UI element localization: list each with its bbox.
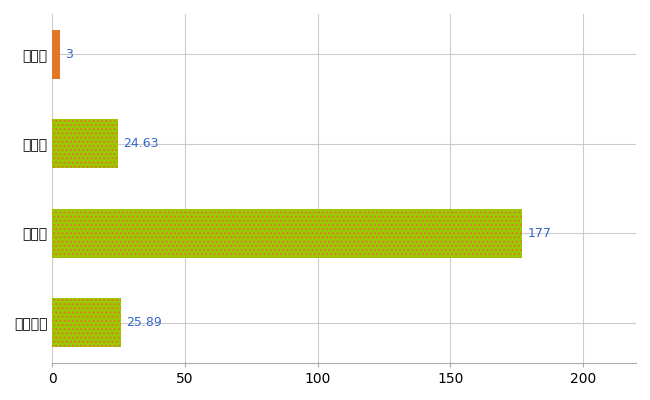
Text: 177: 177 (527, 227, 551, 240)
Bar (52, 119, 118, 168)
Bar (52, 298, 121, 347)
Text: 25.89: 25.89 (126, 316, 162, 329)
Text: 24.63: 24.63 (123, 137, 159, 150)
Bar (52, 30, 60, 79)
Bar (52, 209, 522, 258)
Bar (52, 119, 118, 168)
Bar (52, 209, 522, 258)
Bar (52, 298, 121, 347)
Text: 3: 3 (66, 48, 73, 61)
